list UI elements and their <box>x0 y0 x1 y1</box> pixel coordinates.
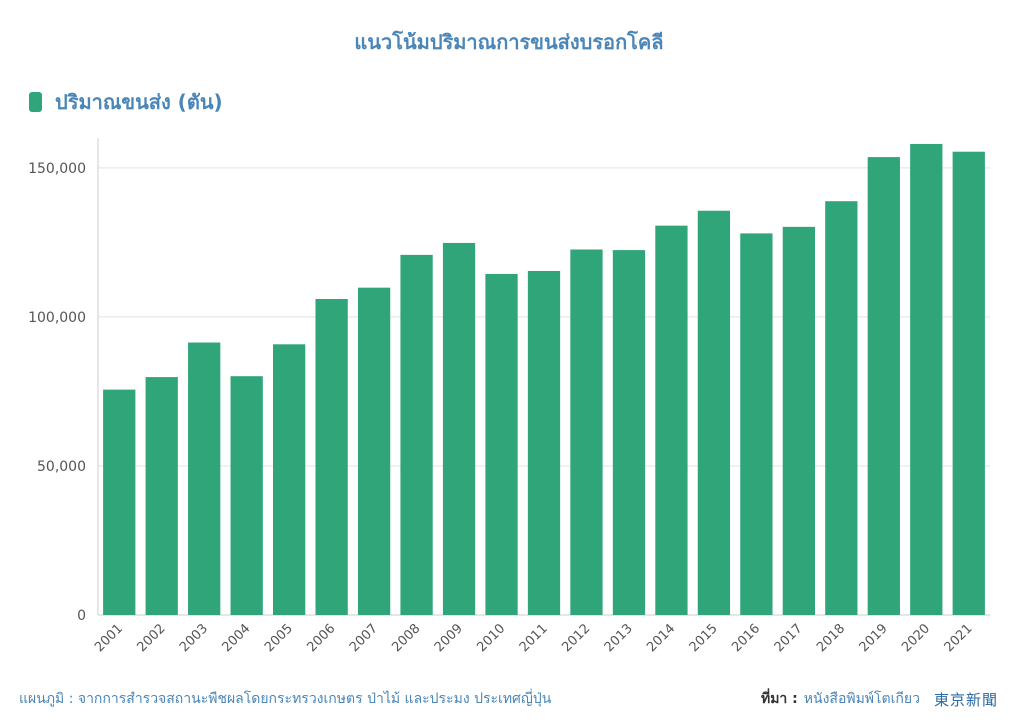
bar-2015 <box>697 210 731 615</box>
x-tick-label: 2015 <box>687 621 721 655</box>
bar-2002 <box>145 377 178 615</box>
bar-2003 <box>188 342 221 615</box>
x-tick-label: 2001 <box>92 621 126 655</box>
x-tick-label: 2021 <box>942 621 976 655</box>
bar-2008 <box>400 254 433 616</box>
x-tick-label: 2014 <box>644 621 678 655</box>
bar-2016 <box>740 233 773 615</box>
bar-2004 <box>230 376 263 615</box>
source-name: หนังสือพิมพ์โตเกียว <box>803 691 920 707</box>
source-credit: ที่มา : หนังสือพิมพ์โตเกียว 東京新聞 <box>761 688 998 710</box>
chart-note: แผนภูมิ : จากการสำรวจสถานะพืชผลโดยกระทรว… <box>19 691 552 707</box>
bar-chart: 0 50,000 100,000 150,000 2001 2002 2003 2004 200… <box>28 138 990 655</box>
x-tick-label: 2008 <box>389 621 423 655</box>
y-tick-label: 50,000 <box>37 459 86 475</box>
x-tick-label: 2006 <box>304 621 338 655</box>
x-tick-label: 2007 <box>347 621 381 655</box>
bar-2009 <box>442 242 476 615</box>
brand-logo: 東京新聞 <box>933 690 998 709</box>
legend-label: ปริมาณขนส่ง (ตัน) <box>55 90 223 114</box>
source-label: ที่มา : <box>760 691 798 707</box>
legend-swatch <box>29 92 42 112</box>
bar-2014 <box>655 225 688 615</box>
x-tick-label: 2002 <box>135 621 169 655</box>
x-tick-label: 2003 <box>177 621 211 655</box>
bar-2020 <box>910 143 943 615</box>
bar-2007 <box>357 287 391 615</box>
chart-title: แนวโน้มปริมาณการขนส่งบรอกโคลี <box>354 30 664 54</box>
bar-2012 <box>570 249 603 615</box>
x-tick-label: 2019 <box>857 621 891 655</box>
x-tick-label: 2018 <box>814 621 848 655</box>
x-tick-label: 2009 <box>432 621 466 655</box>
y-tick-label: 150,000 <box>28 161 86 177</box>
x-tick-label: 2012 <box>559 621 593 655</box>
y-tick-label: 0 <box>77 608 86 624</box>
bar-2006 <box>315 298 348 615</box>
bar-2010 <box>485 273 518 615</box>
bar-2021 <box>952 151 985 615</box>
bar-2018 <box>825 201 858 615</box>
x-tick-label: 2013 <box>602 621 636 655</box>
bar-2019 <box>867 157 900 615</box>
x-tick-label: 2017 <box>772 621 806 655</box>
x-tick-label: 2010 <box>474 621 508 655</box>
bar-2005 <box>273 344 306 615</box>
bar-2017 <box>782 226 815 615</box>
bar-2001 <box>103 389 136 615</box>
legend: ปริมาณขนส่ง (ตัน) <box>29 86 223 118</box>
x-tick-label: 2011 <box>517 621 551 655</box>
x-tick-label: 2016 <box>729 621 763 655</box>
bar-2013 <box>612 250 646 615</box>
x-tick-label: 2005 <box>262 621 296 655</box>
y-tick-label: 100,000 <box>28 310 86 326</box>
bar-2011 <box>527 270 561 615</box>
x-tick-label: 2020 <box>899 621 933 655</box>
x-tick-label: 2004 <box>219 621 253 655</box>
